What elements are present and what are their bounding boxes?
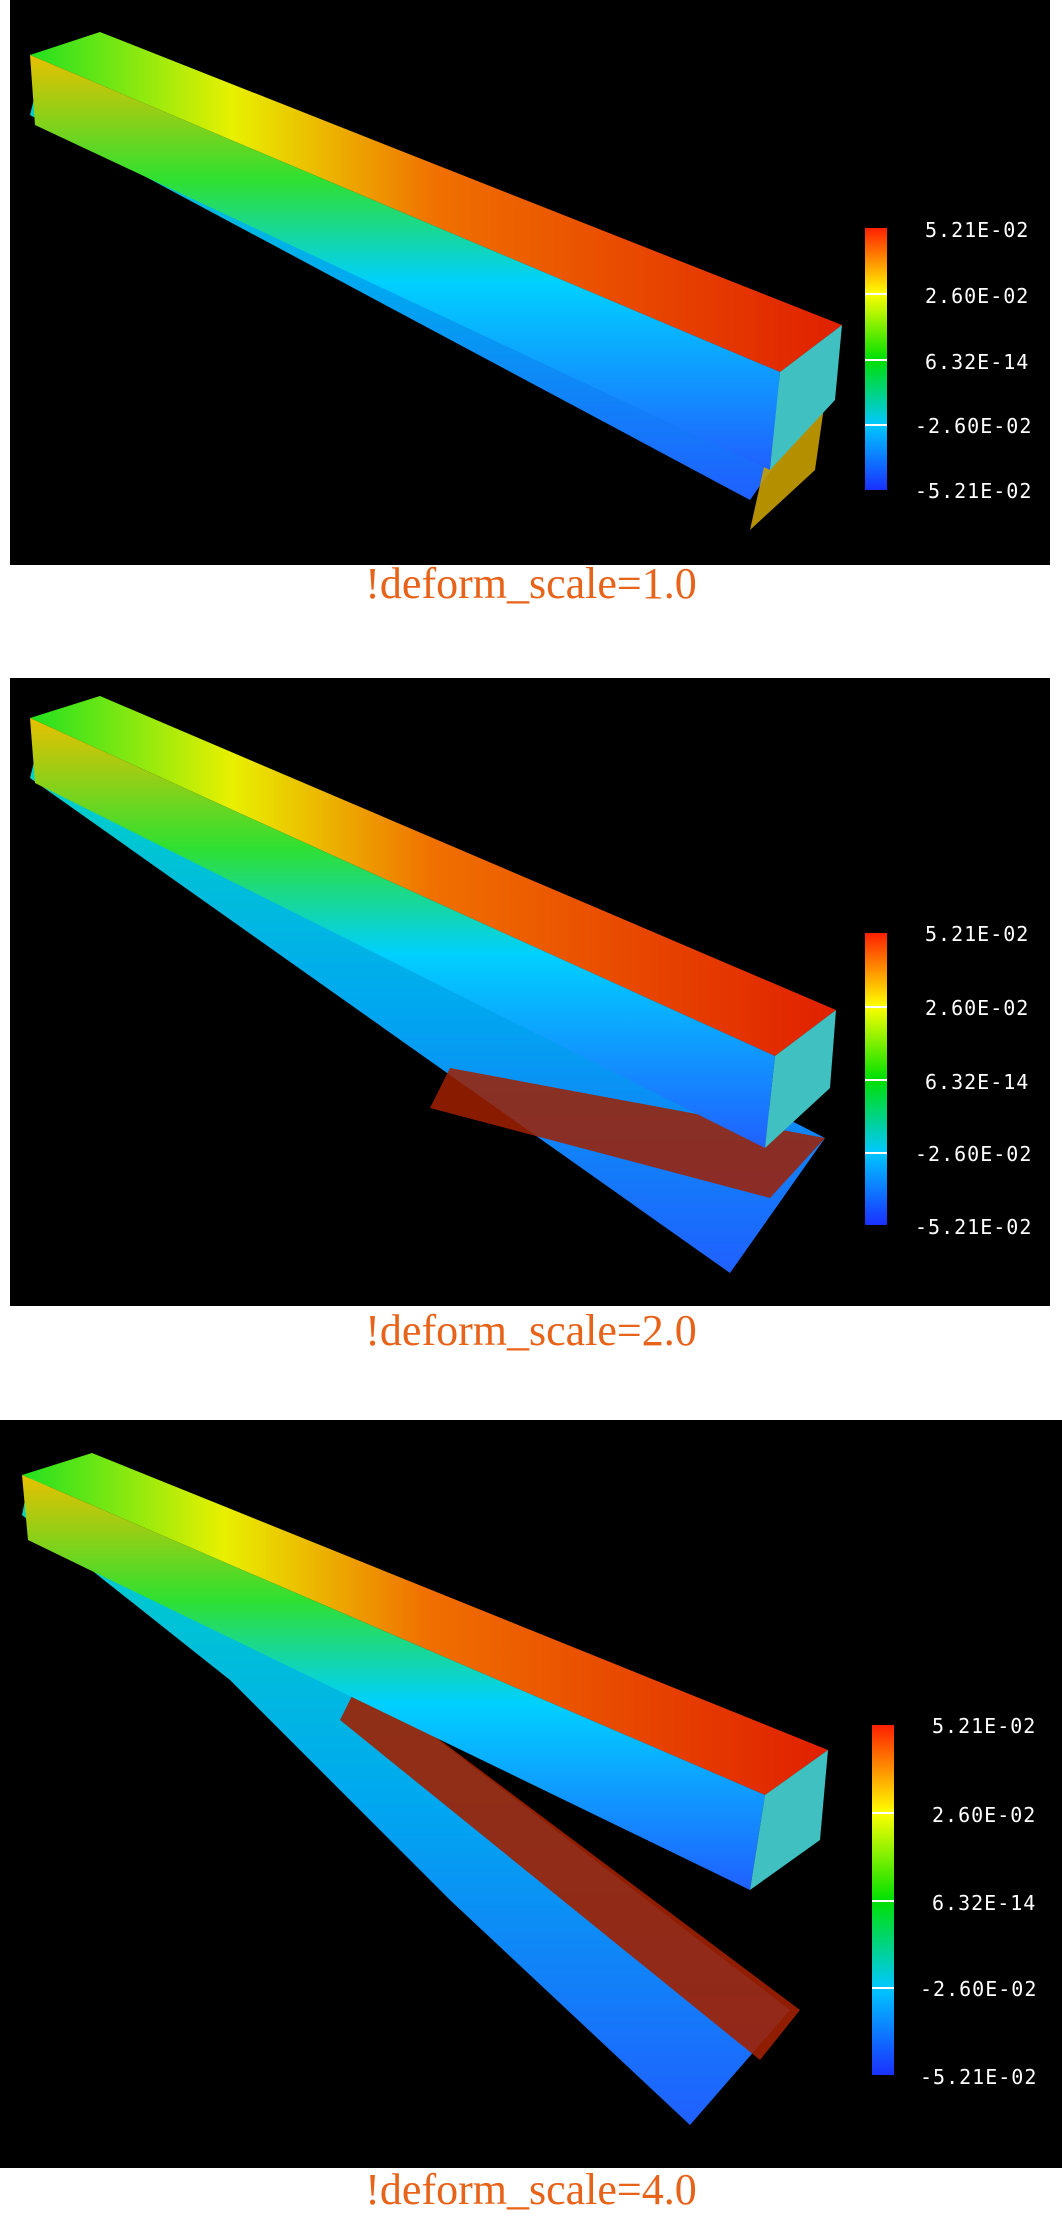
colorbar-tick bbox=[872, 1900, 894, 1902]
beam-render-2 bbox=[30, 696, 836, 1273]
render-panel-2: 5.21E-02 2.60E-02 6.32E-14 -2.60E-02 -5.… bbox=[10, 678, 1050, 1306]
legend-label: 6.32E-14 bbox=[925, 1070, 1030, 1094]
caption-3: !deform_scale=4.0 bbox=[365, 2165, 697, 2214]
legend-label: -2.60E-02 bbox=[915, 1142, 1033, 1166]
render-panel-1: 5.21E-02 2.60E-02 6.32E-14 -2.60E-02 -5.… bbox=[10, 0, 1050, 565]
beam-render-1 bbox=[30, 32, 842, 530]
legend-label: 2.60E-02 bbox=[925, 284, 1030, 308]
legend-label: 2.60E-02 bbox=[932, 1803, 1037, 1827]
legend-label: -2.60E-02 bbox=[915, 414, 1033, 438]
legend-label: -5.21E-02 bbox=[920, 2065, 1038, 2089]
caption-1: !deform_scale=1.0 bbox=[365, 559, 697, 608]
colorbar-tick bbox=[865, 1079, 887, 1081]
caption-2: !deform_scale=2.0 bbox=[365, 1306, 697, 1355]
colorbar-tick bbox=[865, 293, 887, 295]
colorbar-tick bbox=[865, 424, 887, 426]
legend-label: -2.60E-02 bbox=[920, 1977, 1038, 2001]
beam-render-3 bbox=[22, 1453, 828, 2125]
legend-label: -5.21E-02 bbox=[915, 479, 1033, 503]
legend-label: 5.21E-02 bbox=[932, 1714, 1037, 1738]
legend-label: 5.21E-02 bbox=[925, 218, 1030, 242]
colorbar-tick bbox=[865, 359, 887, 361]
render-panel-3: 5.21E-02 2.60E-02 6.32E-14 -2.60E-02 -5.… bbox=[0, 1420, 1062, 2168]
legend-label: 5.21E-02 bbox=[925, 922, 1030, 946]
colorbar-tick bbox=[865, 1152, 887, 1154]
colorbar-tick bbox=[872, 1987, 894, 1989]
legend-label: 6.32E-14 bbox=[932, 1891, 1037, 1915]
colorbar-tick bbox=[872, 1812, 894, 1814]
colorbar-tick bbox=[865, 1006, 887, 1008]
legend-label: 2.60E-02 bbox=[925, 996, 1030, 1020]
legend-label: -5.21E-02 bbox=[915, 1215, 1033, 1239]
legend-label: 6.32E-14 bbox=[925, 350, 1030, 374]
